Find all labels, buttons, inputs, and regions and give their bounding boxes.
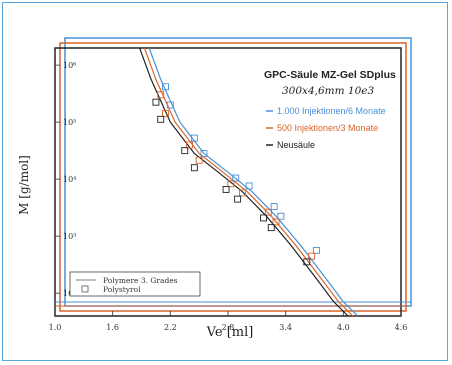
series-point xyxy=(312,246,320,254)
series-point xyxy=(232,174,240,182)
series-point xyxy=(152,98,160,106)
x-tick-label: 1.6 xyxy=(106,323,119,332)
x-tick-label: 4.0 xyxy=(337,323,350,332)
legend2-label: Polymere 3. Grades xyxy=(103,276,178,285)
x-tick-label: 2.8 xyxy=(222,323,235,332)
series-point xyxy=(222,185,230,193)
x-tick-labels: 1.0 1.6 2.2 2.8 3.4 4.0 4.6 xyxy=(49,323,408,332)
y-tick-label: 10⁴ xyxy=(63,175,76,184)
series-point xyxy=(195,156,203,164)
series-point xyxy=(272,218,280,226)
x-axis-label: Ve [ml] xyxy=(206,325,254,340)
series-point xyxy=(270,203,278,210)
series-points xyxy=(152,83,320,266)
series-point xyxy=(277,212,285,220)
series-curve-2 xyxy=(139,47,349,317)
series-point xyxy=(162,83,169,91)
x-tick-label: 4.6 xyxy=(395,323,408,332)
chart-subtitle: 300x4,6mm 10e3 xyxy=(282,85,374,97)
y-axis-label: M [g/mol] xyxy=(17,155,31,215)
series-point xyxy=(157,91,165,99)
x-tick-label: 1.0 xyxy=(49,323,62,332)
series-point xyxy=(260,214,268,222)
series-point xyxy=(181,147,189,155)
legend-label: 500 Injektionen/3 Monate xyxy=(277,123,378,133)
chart-title: GPC-Säule MZ-Gel SDplus xyxy=(264,69,396,81)
legend2-square-marker xyxy=(81,285,89,293)
series-point xyxy=(264,208,272,216)
y-tick-label: 10³ xyxy=(63,232,76,241)
legend-top-right: 1.000 Injektionen/6 Monate 500 Injektione… xyxy=(266,106,386,150)
series-point xyxy=(190,134,198,142)
series-point xyxy=(166,101,174,109)
legend2-label: Polystyrol xyxy=(103,285,141,294)
tick-marks xyxy=(54,64,402,316)
series-point xyxy=(227,180,235,188)
series-point xyxy=(238,189,246,197)
legend-label: Neusäule xyxy=(277,140,315,150)
series-point xyxy=(162,110,169,118)
series-point xyxy=(308,252,316,260)
series-point xyxy=(157,115,165,123)
legend-label: 1.000 Injektionen/6 Monate xyxy=(277,106,386,116)
y-tick-label: 10⁶ xyxy=(63,61,76,70)
series-point xyxy=(245,182,253,190)
outer-frame xyxy=(2,2,448,361)
series-point xyxy=(186,141,194,149)
plot-frame-orange xyxy=(59,42,407,312)
series-point xyxy=(303,258,311,266)
legend2-box xyxy=(69,271,201,297)
series-point xyxy=(200,150,208,157)
series-point xyxy=(234,195,242,203)
series-point xyxy=(190,164,198,172)
series-point xyxy=(267,224,275,232)
x-tick-label: 2.2 xyxy=(164,323,177,332)
y-tick-label: 10⁵ xyxy=(63,118,76,127)
x-tick-label: 3.4 xyxy=(279,323,292,332)
